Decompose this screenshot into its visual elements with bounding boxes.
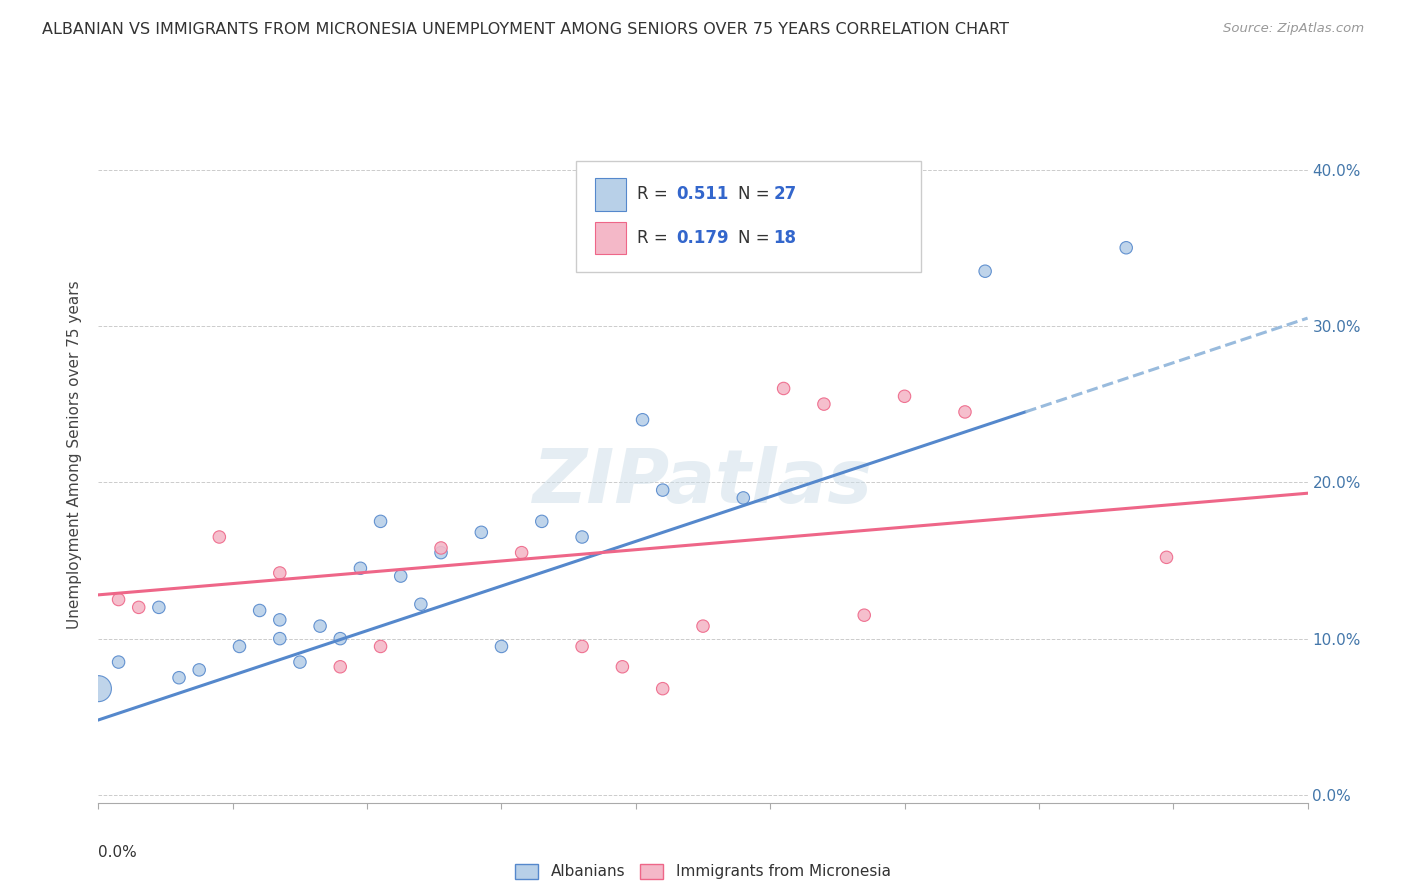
Point bbox=[128, 600, 150, 615]
Point bbox=[470, 525, 492, 540]
Point bbox=[651, 681, 673, 696]
Point bbox=[389, 569, 412, 583]
Point bbox=[87, 681, 110, 696]
Point bbox=[208, 530, 231, 544]
Point bbox=[269, 613, 291, 627]
Point bbox=[370, 514, 392, 528]
Y-axis label: Unemployment Among Seniors over 75 years: Unemployment Among Seniors over 75 years bbox=[67, 281, 83, 629]
Text: R =: R = bbox=[637, 229, 673, 247]
Point bbox=[651, 483, 673, 497]
Point bbox=[893, 389, 915, 403]
Legend: Albanians, Immigrants from Micronesia: Albanians, Immigrants from Micronesia bbox=[509, 857, 897, 886]
Point bbox=[1156, 550, 1178, 565]
Point bbox=[167, 671, 190, 685]
Point bbox=[228, 640, 250, 654]
Point bbox=[188, 663, 211, 677]
Point bbox=[148, 600, 170, 615]
Point bbox=[269, 632, 291, 646]
Point bbox=[1115, 241, 1137, 255]
Point bbox=[370, 640, 392, 654]
Text: 0.511: 0.511 bbox=[676, 186, 728, 203]
Point bbox=[329, 632, 352, 646]
Point bbox=[692, 619, 714, 633]
Point bbox=[974, 264, 997, 278]
Point bbox=[813, 397, 835, 411]
Text: 18: 18 bbox=[773, 229, 796, 247]
Text: N =: N = bbox=[738, 229, 775, 247]
Point bbox=[430, 546, 453, 560]
Point bbox=[409, 597, 432, 611]
Text: ALBANIAN VS IMMIGRANTS FROM MICRONESIA UNEMPLOYMENT AMONG SENIORS OVER 75 YEARS : ALBANIAN VS IMMIGRANTS FROM MICRONESIA U… bbox=[42, 22, 1010, 37]
Point bbox=[269, 566, 291, 580]
Text: 27: 27 bbox=[773, 186, 797, 203]
Text: Source: ZipAtlas.com: Source: ZipAtlas.com bbox=[1223, 22, 1364, 36]
Text: ZIPatlas: ZIPatlas bbox=[533, 446, 873, 519]
Point bbox=[491, 640, 513, 654]
Text: 0.179: 0.179 bbox=[676, 229, 728, 247]
Point bbox=[893, 210, 915, 224]
Point bbox=[853, 608, 876, 623]
Point bbox=[309, 619, 332, 633]
Point bbox=[571, 640, 593, 654]
Point bbox=[510, 546, 533, 560]
Point bbox=[107, 655, 129, 669]
Point bbox=[953, 405, 976, 419]
Point bbox=[430, 541, 453, 555]
Point bbox=[329, 660, 352, 674]
Text: R =: R = bbox=[637, 186, 673, 203]
Point bbox=[733, 491, 755, 505]
Point bbox=[107, 592, 129, 607]
Text: N =: N = bbox=[738, 186, 775, 203]
Point bbox=[772, 382, 794, 396]
Point bbox=[349, 561, 371, 575]
Point bbox=[249, 603, 271, 617]
Text: 0.0%: 0.0% bbox=[98, 845, 138, 860]
Point bbox=[530, 514, 553, 528]
Point bbox=[612, 660, 634, 674]
Point bbox=[571, 530, 593, 544]
Point bbox=[288, 655, 311, 669]
Point bbox=[631, 413, 654, 427]
